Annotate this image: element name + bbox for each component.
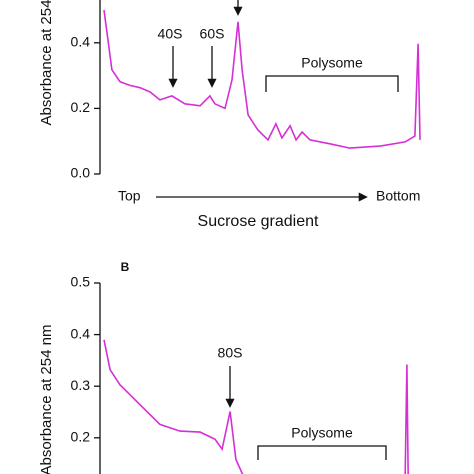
bracket bbox=[265, 75, 399, 92]
bracket bbox=[257, 445, 387, 460]
annotation: 80S bbox=[218, 345, 243, 361]
y-axis-label: Absorbance at 254 nm bbox=[38, 325, 55, 474]
trace bbox=[103, 339, 409, 474]
annotation: 60S bbox=[200, 26, 225, 42]
y-tick-label: 0.5 bbox=[71, 274, 91, 290]
y-axis-label: Absorbance at 254 nm bbox=[38, 0, 55, 125]
y-tick-label: 0.2 bbox=[71, 429, 91, 445]
y-tick-label: 0.4 bbox=[71, 34, 91, 50]
x-axis-label: Sucrose gradient bbox=[198, 213, 320, 230]
y-tick-label: 0.4 bbox=[71, 325, 91, 341]
annotation: 40S bbox=[158, 26, 183, 42]
trace bbox=[103, 9, 421, 149]
annotation: Polysome bbox=[301, 55, 363, 71]
y-tick-label: 0.2 bbox=[71, 99, 91, 115]
y-tick-label: 0.3 bbox=[71, 377, 91, 393]
annotation: Polysome bbox=[291, 425, 353, 441]
y-tick-label: 0.0 bbox=[71, 165, 91, 181]
panel-label: B bbox=[121, 260, 130, 274]
x-end-label: Bottom bbox=[376, 188, 420, 204]
x-start-label: Top bbox=[118, 188, 141, 204]
